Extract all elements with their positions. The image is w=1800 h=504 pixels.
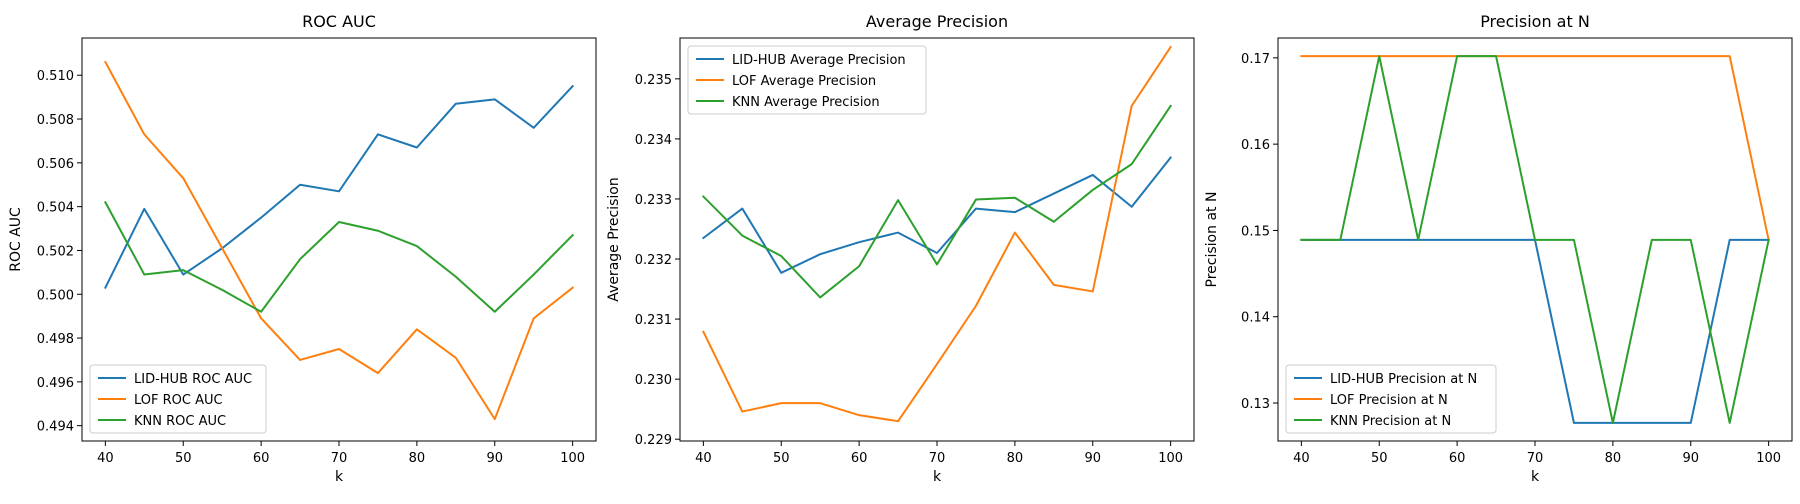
x-tick-label: 70 [929,451,946,466]
x-tick-label: 50 [1371,451,1388,466]
series-line-2 [702,45,1173,423]
x-tick-label: 80 [1007,451,1024,466]
y-tick-label: 0.232 [635,253,672,268]
y-tick-label: 0.506 [37,157,74,172]
y-tick-label: 0.498 [37,332,74,347]
x-tick-label: 90 [1084,451,1101,466]
x-tick-label: 70 [331,451,348,466]
y-tick-label: 0.500 [37,288,74,303]
y-tick-label: 0.235 [635,73,672,88]
legend-label: LOF ROC AUC [134,393,223,408]
x-tick-label: 100 [560,451,585,466]
x-axis-label: k [933,469,942,485]
y-tick-label: 0.231 [635,313,672,328]
x-tick-label: 100 [1756,451,1781,466]
y-tick-label: 0.508 [37,113,74,128]
y-tick-label: 0.229 [635,433,672,448]
y-tick-label: 0.16 [1241,138,1270,153]
series-line-2 [1300,55,1770,242]
chart-title: Precision at N [1480,12,1590,31]
y-axis-label: Average Precision [606,177,622,301]
chart-title: ROC AUC [302,12,376,31]
legend-label: KNN Average Precision [732,95,880,110]
y-tick-label: 0.502 [37,244,74,259]
legend-label: LID-HUB Average Precision [732,53,906,68]
legend-box [89,364,267,434]
y-tick-label: 0.233 [635,193,672,208]
legend-label: LID-HUB Precision at N [1330,372,1477,387]
x-tick-label: 60 [851,451,868,466]
y-tick-label: 0.234 [635,133,672,148]
legend-label: LID-HUB ROC AUC [134,372,252,387]
y-tick-label: 0.504 [37,201,74,216]
y-tick-label: 0.510 [37,69,74,84]
y-tick-label: 0.230 [635,373,672,388]
legend-label: KNN Precision at N [1330,414,1451,429]
legend-label: LOF Precision at N [1330,393,1448,408]
x-tick-label: 40 [1293,451,1310,466]
y-tick-label: 0.496 [37,376,74,391]
y-axis-label: Precision at N [1204,192,1220,288]
series-line-3 [701,104,1173,299]
x-tick-label: 80 [1605,451,1622,466]
x-tick-label: 60 [1449,451,1466,466]
x-tick-label: 80 [409,451,426,466]
series-line-1 [701,156,1173,274]
y-tick-label: 0.15 [1241,224,1270,239]
x-tick-label: 60 [253,451,270,466]
y-tick-label: 0.13 [1241,397,1270,412]
x-tick-label: 40 [97,451,114,466]
chart-title: Average Precision [866,12,1008,31]
x-tick-label: 90 [486,451,503,466]
x-axis-label: k [335,469,344,485]
y-tick-label: 0.14 [1241,311,1270,326]
legend-label: KNN ROC AUC [134,414,226,429]
x-axis-label: k [1531,469,1540,485]
x-tick-label: 50 [773,451,790,466]
y-tick-label: 0.494 [37,420,74,435]
legend-box [687,45,927,115]
x-tick-label: 100 [1158,451,1183,466]
series-line-1 [104,84,575,290]
x-tick-label: 40 [695,451,712,466]
x-tick-label: 90 [1682,451,1699,466]
y-tick-label: 0.17 [1241,52,1270,67]
x-tick-label: 70 [1527,451,1544,466]
legend-box [1285,364,1497,434]
x-tick-label: 50 [175,451,192,466]
series-line-2 [104,60,575,421]
y-axis-label: ROC AUC [8,207,24,272]
legend-label: LOF Average Precision [732,74,876,89]
series-line-3 [104,200,575,313]
series-line-3 [1300,55,1770,424]
